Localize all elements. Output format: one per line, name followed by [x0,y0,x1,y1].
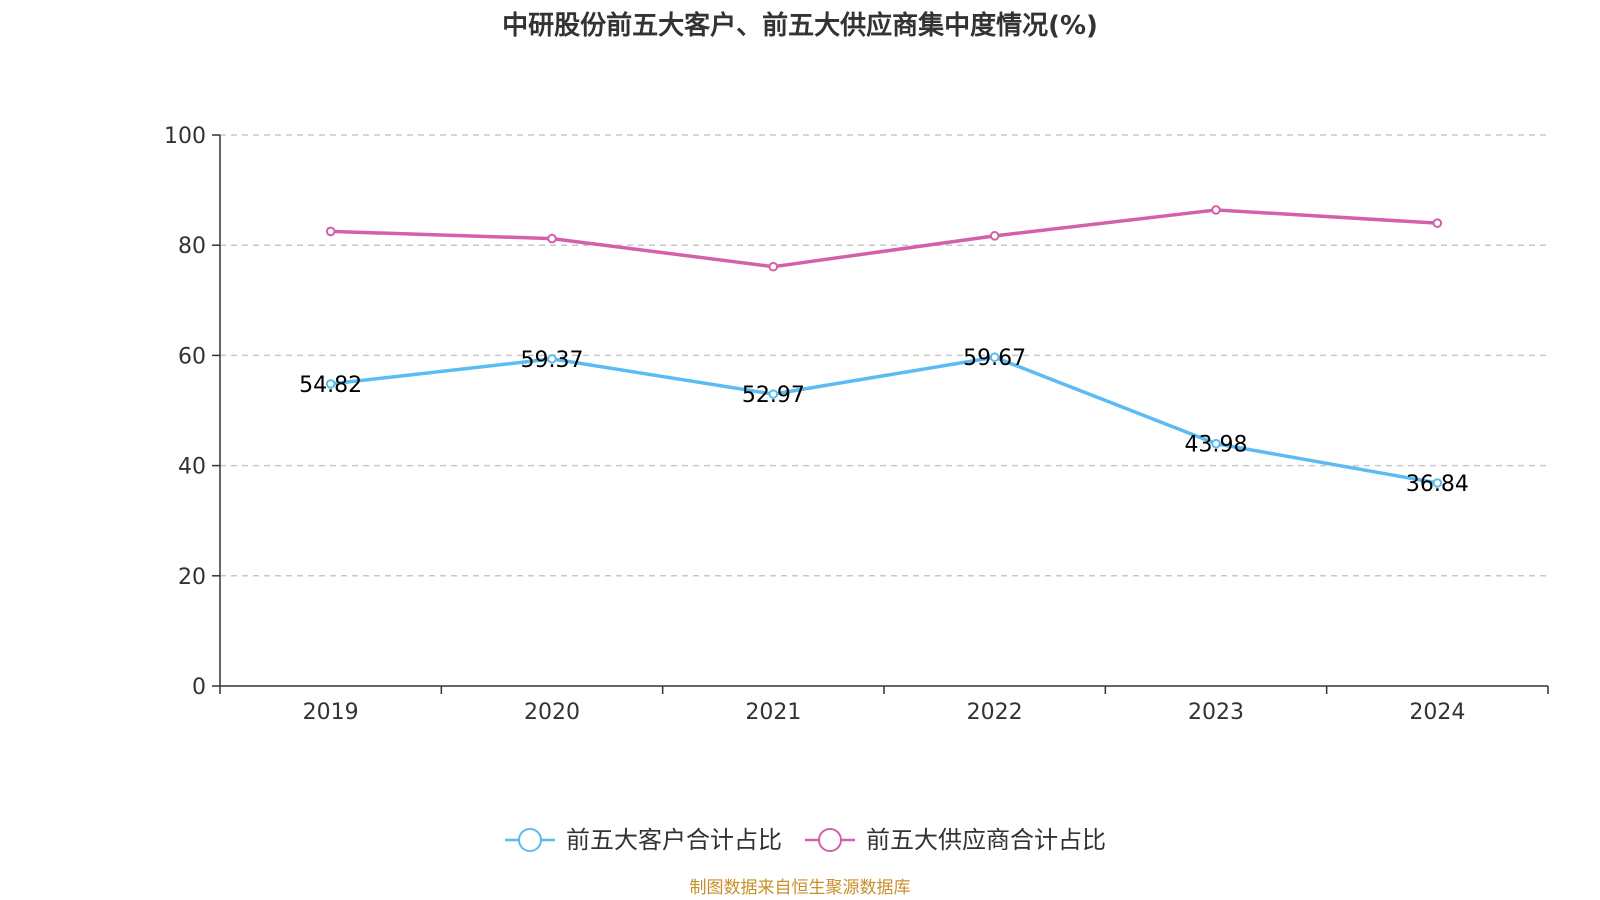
series-0-data-label: 59.37 [521,348,584,373]
legend-suppliers-label: 前五大供应商合计占比 [866,826,1106,854]
series-0-data-label: 43.98 [1185,433,1248,458]
series-0-point [1432,478,1443,488]
series-1-point [1432,218,1443,228]
legend: 前五大客户合计占比 前五大供应商合计占比 [505,826,1106,854]
x-tick-label: 2023 [1188,700,1244,725]
series-0-point [768,389,779,399]
series-group [325,205,1443,488]
axes: 0 20 40 60 80 100 2019 2020 2021 2022 2023 2024 [164,124,1549,725]
chart-title: 中研股份前五大客户、前五大供应商集中度情况(%) [502,10,1098,41]
y-tick-label: 40 [178,455,206,480]
series-1-point [1211,205,1221,215]
series-0-point [989,352,1000,363]
source-note: 制图数据来自恒生聚源数据库 [690,878,911,898]
legend-suppliers-marker [818,828,842,852]
y-tick-label: 100 [164,124,206,149]
legend-item-customers[interactable]: 前五大客户合计占比 [505,826,782,854]
legend-customers-label: 前五大客户合计占比 [566,826,782,854]
series-0-point [547,354,557,364]
y-tick-label: 80 [178,234,206,259]
series-1-point [547,233,557,244]
series-line-0 [330,355,1438,485]
series-0-data-label: 52.97 [742,383,805,408]
y-tick-label: 0 [192,675,206,700]
series-line-1 [330,208,1438,269]
x-tick-label: 2022 [967,700,1023,725]
legend-item-suppliers[interactable]: 前五大供应商合计占比 [805,826,1106,854]
x-tick-label: 2019 [303,700,359,725]
series-0-data-label: 54.82 [299,373,362,398]
data-labels: 54.82 59.37 52.97 59.67 43.98 36.84 [299,346,1469,497]
series-0-data-label: 59.67 [963,346,1026,371]
series-1-point [768,261,779,272]
x-tick-label: 2024 [1409,700,1465,725]
series-1-point [325,226,336,237]
series-0-point [325,379,336,389]
series-1-point [989,231,1000,241]
y-tick-label: 20 [178,565,206,590]
grid-lines [220,134,1548,577]
x-tick-label: 2021 [745,700,801,725]
series-0-data-label: 36.84 [1406,472,1469,497]
x-tick-label: 2020 [524,700,580,725]
series-0-point [1211,438,1221,449]
y-tick-label: 60 [178,344,206,369]
legend-customers-marker [518,828,542,852]
